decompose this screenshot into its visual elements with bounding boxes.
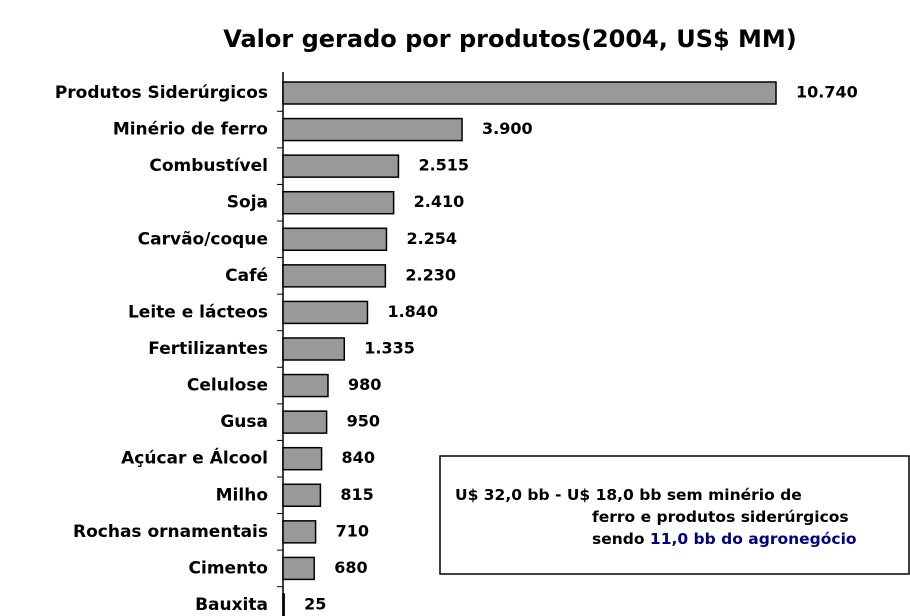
value-label: 1.335: [364, 338, 415, 357]
value-label: 25: [304, 594, 326, 613]
value-label: 980: [348, 375, 381, 394]
category-label: Minério de ferro: [113, 120, 268, 140]
category-label: Carvão/coque: [138, 229, 268, 249]
value-label: 710: [336, 521, 369, 540]
value-label: 10.740: [796, 83, 858, 102]
value-label: 2.515: [418, 156, 469, 175]
bar: [282, 410, 328, 434]
bar: [282, 227, 388, 252]
category-label: Bauxita: [195, 595, 268, 615]
bar: [282, 593, 285, 616]
value-label: 1.840: [387, 302, 438, 321]
bar: [282, 337, 346, 361]
value-label: 2.410: [414, 192, 465, 211]
bar: [282, 483, 322, 508]
annotation-text: U$ 32,0 bb - U$ 18,0 bb sem minério de: [455, 486, 802, 504]
value-label: 950: [347, 412, 380, 431]
annotation-line: ferro e produtos siderúrgicos: [592, 508, 849, 526]
value-label: 2.254: [406, 229, 457, 248]
value-label: 680: [334, 558, 367, 577]
category-label: Rochas ornamentais: [73, 522, 268, 542]
category-label: Leite e lácteos: [128, 302, 268, 322]
value-label: 2.230: [405, 265, 456, 284]
annotation-text: ferro e produtos siderúrgicos: [592, 508, 849, 526]
category-label: Gusa: [220, 412, 268, 432]
bar: [282, 556, 315, 581]
annotation-text: sendo: [592, 530, 650, 548]
bar: [282, 81, 777, 105]
category-label: Milho: [216, 485, 268, 505]
bar: [282, 446, 323, 471]
category-label: Celulose: [187, 376, 268, 396]
value-label: 840: [342, 448, 375, 467]
category-label: Produtos Siderúrgicos: [55, 83, 268, 103]
bar: [282, 264, 387, 288]
bar: [282, 117, 463, 142]
annotation-line: U$ 32,0 bb - U$ 18,0 bb sem minério de: [455, 486, 802, 504]
bar: [282, 520, 317, 544]
chart-title: Valor gerado por produtos(2004, US$ MM): [223, 25, 797, 53]
annotation-line: sendo 11,0 bb do agronegócio: [592, 530, 857, 548]
bar: [282, 190, 395, 215]
category-label: Fertilizantes: [148, 339, 268, 359]
category-label: Cimento: [189, 558, 268, 578]
annotation-text: 11,0 bb do agronegócio: [650, 530, 857, 548]
category-label: Açúcar e Álcool: [121, 447, 268, 469]
bar: [282, 373, 329, 398]
bar: [282, 154, 400, 178]
value-label: 3.900: [482, 119, 533, 138]
category-label: Café: [225, 266, 268, 286]
annotation-box: [439, 455, 910, 575]
category-label: Combustível: [149, 156, 268, 176]
value-label: 815: [340, 485, 373, 504]
bar: [282, 300, 369, 325]
category-label: Soja: [227, 193, 268, 213]
